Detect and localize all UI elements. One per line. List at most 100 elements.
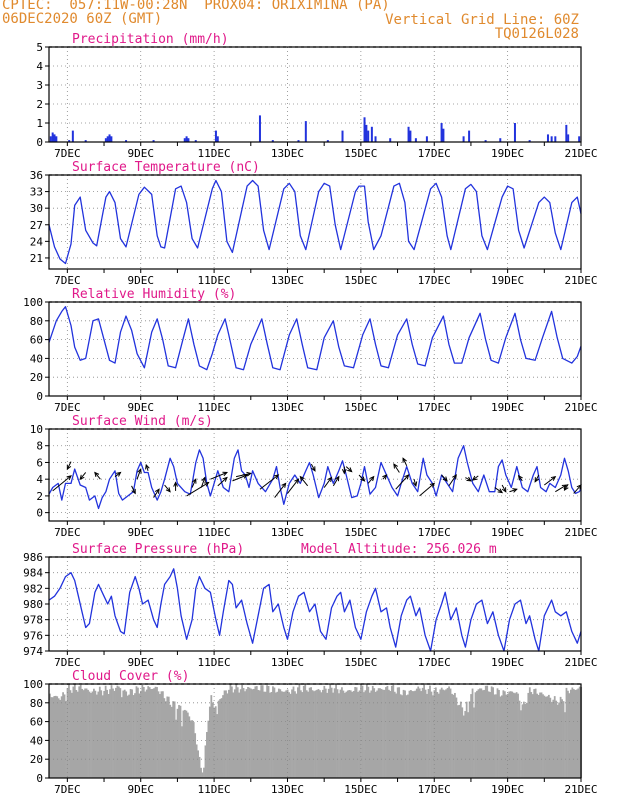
cloud-bar (280, 691, 283, 778)
cloud-bar (308, 687, 311, 778)
cloud-bar (250, 688, 252, 778)
wind-arrow-head (563, 485, 569, 492)
wind-arrow (153, 488, 160, 498)
cloud-bar (68, 684, 70, 778)
cloud-bar (446, 688, 449, 778)
cloud-bar (448, 686, 450, 778)
cloud-bar (261, 685, 264, 778)
y-tick-label: 974 (23, 645, 43, 658)
cloud-bar (492, 687, 494, 778)
cloud-bar (545, 696, 547, 778)
cloud-bar (363, 692, 365, 778)
cloud-bar (159, 694, 161, 778)
cloud-bar (307, 691, 310, 778)
cloud-bar (283, 691, 286, 778)
cloud-bar (97, 691, 100, 778)
x-tick-label: 17DEC (418, 783, 451, 796)
cloud-bar (135, 686, 138, 778)
wind-arrow-head (347, 467, 353, 473)
x-tick-label: 7DEC (54, 147, 81, 160)
cloud-bar (269, 692, 271, 778)
wind-arrow-head (145, 463, 150, 470)
cloud-bar (198, 756, 201, 778)
cloud-bar (423, 684, 426, 778)
cloud-bar (342, 690, 345, 778)
cloud-bar (430, 691, 433, 778)
model-altitude-label: Model Altitude: 256.026 m (301, 542, 497, 557)
cloud-bar (254, 686, 257, 778)
cloud-bar (101, 695, 104, 778)
cloud-bar (185, 710, 188, 778)
cloud-bar (128, 694, 131, 778)
precip-bar (484, 140, 487, 142)
cloud-bar (574, 690, 577, 778)
y-tick-label: 5 (36, 41, 43, 54)
y-tick-label: 30 (30, 202, 43, 215)
x-tick-label: 7DEC (54, 526, 81, 539)
cloud-bar (508, 691, 511, 778)
cloud-bar (558, 702, 561, 778)
cloud-bar (360, 684, 362, 778)
cloud-bar (230, 686, 233, 778)
wind-arrow (94, 472, 101, 480)
cloud-bar (361, 685, 364, 778)
precip-bar (370, 126, 373, 142)
x-tick-label: 21DEC (564, 401, 597, 414)
cloud-bar (179, 705, 182, 778)
cloud-bar (139, 690, 142, 778)
cloud-bar (238, 692, 241, 778)
cloud-bar (57, 698, 60, 778)
cloud-bar (473, 707, 475, 778)
cloud-bar (132, 695, 135, 778)
chart-title: Cloud Cover (%) (72, 669, 189, 684)
wind-arrow (259, 474, 279, 490)
cloud-bar (125, 691, 128, 778)
precip-bar (71, 130, 74, 142)
cloud-bar (578, 686, 581, 778)
header-left-line2: 06DEC2020 60Z (GMT) (2, 11, 163, 27)
cloud-bar (94, 690, 97, 778)
wind-arrow (114, 472, 121, 478)
wind-arrow-head (534, 477, 540, 483)
y-tick-label: 0 (36, 772, 43, 785)
cloud-bar (386, 685, 389, 778)
cloud-bar (487, 691, 490, 778)
wind-arrow-head (131, 488, 136, 495)
cloud-bar (432, 695, 434, 778)
cloud-bar (78, 686, 81, 778)
precip-bar (546, 134, 549, 142)
cloud-bar (273, 687, 276, 778)
cloud-bar (167, 696, 170, 778)
chart-panel-4: Surface Pressure (hPa) Model Altitude: 25… (23, 542, 597, 669)
wind-arrow-head (201, 476, 206, 483)
cloud-bar (173, 701, 176, 778)
cloud-bar (276, 691, 279, 778)
precip-bar (365, 124, 368, 142)
cloud-bar (323, 685, 326, 778)
cloud-bar (456, 705, 459, 778)
cloud-bar (327, 688, 330, 778)
precip-bar (216, 136, 219, 142)
cloud-bar (537, 694, 540, 778)
cloud-bar (245, 689, 248, 778)
x-tick-label: 15DEC (344, 656, 377, 669)
x-tick-label: 11DEC (198, 656, 231, 669)
cloud-bar (477, 689, 480, 778)
cloud-bar (113, 690, 116, 778)
y-tick-label: 0 (36, 136, 43, 149)
cloud-bar (376, 690, 379, 778)
cloud-bar (335, 684, 337, 778)
x-tick-label: 21DEC (564, 526, 597, 539)
cloud-bar (109, 689, 111, 778)
cloud-bar (317, 689, 320, 778)
cloud-bar (461, 707, 464, 778)
cloud-bar (72, 686, 75, 778)
y-tick-label: 10 (30, 423, 43, 436)
cloud-bar (207, 720, 210, 778)
precip-bar (183, 138, 186, 142)
cloud-bar (160, 691, 163, 778)
cloud-bar (470, 694, 472, 778)
precip-bar (49, 136, 52, 142)
x-tick-label: 17DEC (418, 274, 451, 287)
x-tick-label: 9DEC (127, 147, 154, 160)
